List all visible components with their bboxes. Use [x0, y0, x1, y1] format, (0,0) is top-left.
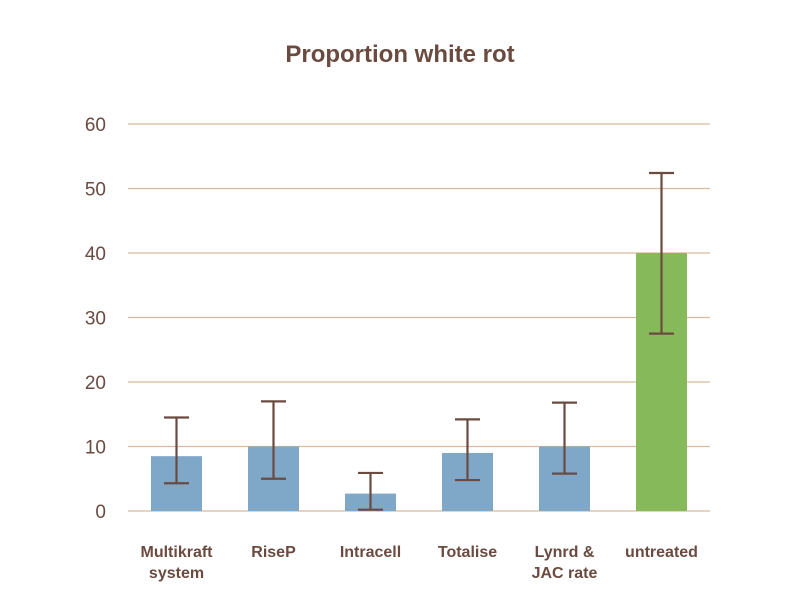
error-bars	[164, 171, 674, 511]
x-tick-label-line: Lynrd &	[535, 544, 595, 561]
error-bar	[164, 416, 189, 485]
x-tick-label-line: JAC rate	[532, 565, 598, 582]
x-tick-label-line: untreated	[625, 544, 698, 561]
x-tick-label-line: Intracell	[340, 544, 401, 561]
x-tick-label: Intracell	[340, 544, 401, 561]
grid-lines	[128, 123, 710, 512]
x-tick-label: RiseP	[251, 544, 296, 561]
x-tick-label: untreated	[625, 544, 698, 561]
x-tick-label-line: system	[149, 565, 204, 582]
y-tick-label: 40	[85, 244, 106, 265]
error-bar	[261, 400, 286, 480]
x-tick-label: Totalise	[438, 544, 497, 561]
y-tick-label: 10	[85, 438, 106, 459]
x-tick-label-line: Totalise	[438, 544, 497, 561]
x-tick-label-line: RiseP	[251, 544, 296, 561]
y-axis: 0 10 20 30 40 50 60	[85, 115, 106, 523]
y-tick-label: 60	[85, 115, 106, 136]
x-tick-label-line: Multikraft	[141, 544, 214, 561]
x-tick-label: Multikraft system	[141, 544, 214, 582]
y-tick-label: 20	[85, 373, 106, 394]
x-tick-label: Lynrd & JAC rate	[532, 544, 598, 582]
error-bar	[649, 171, 674, 335]
chart-title: Proportion white rot	[285, 41, 514, 68]
x-axis: Multikraft system RiseP Intracell Totalise Ly…	[141, 544, 698, 582]
error-bar	[552, 401, 577, 475]
error-bar	[455, 418, 480, 482]
y-tick-label: 50	[85, 180, 106, 201]
y-tick-label: 30	[85, 309, 106, 330]
y-tick-label: 0	[95, 502, 106, 523]
error-bar	[358, 471, 383, 511]
